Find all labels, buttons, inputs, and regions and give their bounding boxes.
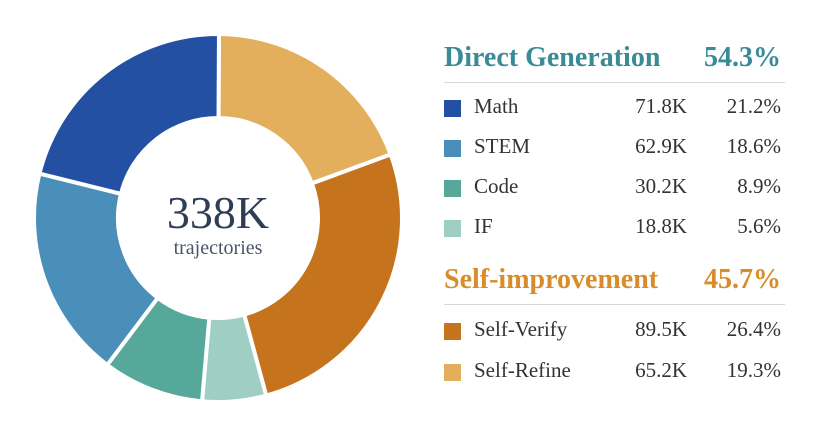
- legend-swatch: [444, 323, 461, 340]
- legend-row-if: IF 18.8K 5.6%: [440, 214, 785, 242]
- legend-swatch: [444, 100, 461, 117]
- group-title: Self-improvement: [444, 264, 659, 295]
- group-title: Direct Generation: [444, 42, 661, 73]
- group-divider: [444, 304, 785, 305]
- legend-label: Self-Refine: [474, 358, 571, 382]
- legend-row-math: Math 71.8K 21.2%: [440, 94, 785, 122]
- legend-count: 62.9K: [635, 134, 687, 158]
- legend-percent: 21.2%: [726, 94, 781, 118]
- legend-label: Math: [474, 94, 519, 118]
- legend-percent: 19.3%: [726, 358, 781, 382]
- group-percent: 45.7%: [704, 264, 781, 295]
- legend-label: Self-Verify: [474, 317, 568, 341]
- legend-label: IF: [474, 214, 493, 238]
- center-label: trajectories: [174, 237, 263, 259]
- legend-count: 65.2K: [635, 358, 687, 382]
- legend-label: STEM: [474, 134, 531, 158]
- legend-row-self-refine: Self-Refine 65.2K 19.3%: [440, 358, 785, 386]
- legend-count: 30.2K: [635, 174, 687, 198]
- donut-slices: [32, 32, 404, 404]
- legend-percent: 26.4%: [726, 317, 781, 341]
- donut-slice-self-verify: [242, 152, 404, 398]
- group-divider: [444, 82, 785, 83]
- legend-swatch: [444, 180, 461, 197]
- legend-swatch: [444, 140, 461, 157]
- legend-percent: 5.6%: [737, 214, 781, 238]
- legend-percent: 18.6%: [726, 134, 781, 158]
- group-header-direct-generation: Direct Generation 54.3%: [440, 42, 785, 78]
- legend-percent: 8.9%: [737, 174, 781, 198]
- legend-count: 89.5K: [635, 317, 687, 341]
- donut-slice-stem: [32, 171, 160, 367]
- legend-swatch: [444, 220, 461, 237]
- legend-row-stem: STEM 62.9K 18.6%: [440, 134, 785, 162]
- legend-count: 71.8K: [635, 94, 687, 118]
- center-total: 338K: [167, 187, 269, 238]
- donut-slice-math: [37, 32, 221, 196]
- legend-row-self-verify: Self-Verify 89.5K 26.4%: [440, 317, 785, 345]
- group-header-self-improvement: Self-improvement 45.7%: [440, 264, 785, 300]
- legend-label: Code: [474, 174, 519, 198]
- donut-slice-self-refine: [216, 32, 393, 186]
- legend-swatch: [444, 364, 461, 381]
- legend-row-code: Code 30.2K 8.9%: [440, 174, 785, 202]
- group-percent: 54.3%: [704, 42, 781, 73]
- legend-count: 18.8K: [635, 214, 687, 238]
